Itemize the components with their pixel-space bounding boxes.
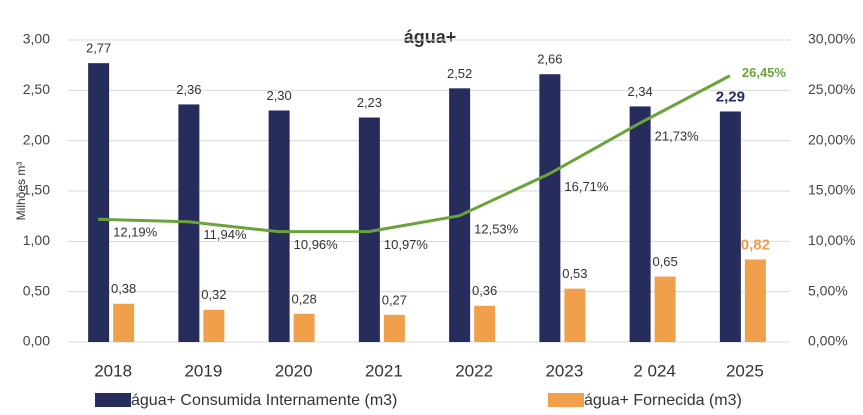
y-tick-label: 3,00 [23, 31, 50, 47]
x-tick-label: 2 024 [633, 361, 676, 380]
legend-label: água+ Fornecida (m3) [584, 392, 742, 409]
bar [629, 106, 651, 342]
bar [564, 288, 586, 342]
data-label: 2,52 [447, 66, 472, 81]
data-label: 12,19% [113, 225, 158, 240]
y-tick-label: 2,00 [23, 131, 50, 147]
data-label: 0,27 [382, 292, 407, 307]
data-label: 0,65 [652, 254, 677, 269]
data-label: 2,36 [176, 82, 201, 97]
x-tick-label: 2023 [545, 361, 583, 380]
data-label: 2,77 [86, 41, 111, 56]
data-label: 0,36 [472, 283, 497, 298]
data-label: 0,38 [111, 281, 136, 296]
y-tick-label: 1,00 [23, 232, 50, 248]
y-tick-label: 0,00 [23, 333, 50, 349]
y-tick-label: 1,50 [23, 182, 50, 198]
bar [268, 110, 290, 342]
y-axis-label: Milhões m³ [14, 162, 28, 221]
chart-title: água+ [404, 27, 457, 47]
data-label: 21,73% [655, 129, 700, 144]
bar [293, 313, 315, 342]
data-label: 0,82 [741, 236, 770, 253]
data-label: 12,53% [474, 221, 519, 236]
x-tick-label: 2025 [726, 361, 764, 380]
x-tick-label: 2018 [94, 361, 132, 380]
y2-tick-label: 25,00% [808, 81, 855, 97]
bar [654, 276, 676, 342]
data-label: 0,53 [562, 266, 587, 281]
y-tick-label: 0,50 [23, 282, 50, 298]
bar [383, 314, 405, 342]
data-label: 2,34 [627, 84, 652, 99]
y-tick-label: 2,50 [23, 81, 50, 97]
x-tick-label: 2021 [365, 361, 403, 380]
y2-tick-label: 15,00% [808, 182, 855, 198]
y2-tick-label: 30,00% [808, 31, 855, 47]
line [98, 74, 731, 234]
data-label: 0,32 [201, 287, 226, 302]
bar [744, 259, 766, 342]
bar [719, 111, 741, 343]
data-label: 2,29 [716, 88, 745, 105]
legend-swatch [548, 393, 584, 407]
data-label: 10,97% [384, 237, 429, 252]
y2-tick-label: 10,00% [808, 232, 855, 248]
x-tick-label: 2019 [184, 361, 222, 380]
y2-tick-label: 0,00% [808, 333, 848, 349]
data-label: 2,30 [266, 88, 291, 103]
data-label: 11,94% [203, 227, 247, 242]
legend-label: água+ Consumida Internamente (m3) [131, 392, 397, 409]
y2-tick-label: 20,00% [808, 131, 855, 147]
bar [113, 303, 135, 342]
data-label: 0,28 [291, 291, 316, 306]
data-label: 16,71% [564, 179, 609, 194]
x-tick-label: 2020 [275, 361, 313, 380]
bar [539, 74, 561, 342]
data-label: 10,96% [294, 237, 339, 252]
bar [358, 117, 380, 342]
data-label: 26,45% [742, 65, 787, 80]
data-label: 2,23 [357, 95, 382, 110]
x-tick-label: 2022 [455, 361, 493, 380]
y2-tick-label: 5,00% [808, 282, 848, 298]
bar [88, 63, 110, 343]
legend-swatch [95, 393, 131, 407]
data-label: 2,66 [537, 52, 562, 67]
bar [474, 305, 496, 342]
bar [203, 309, 225, 342]
